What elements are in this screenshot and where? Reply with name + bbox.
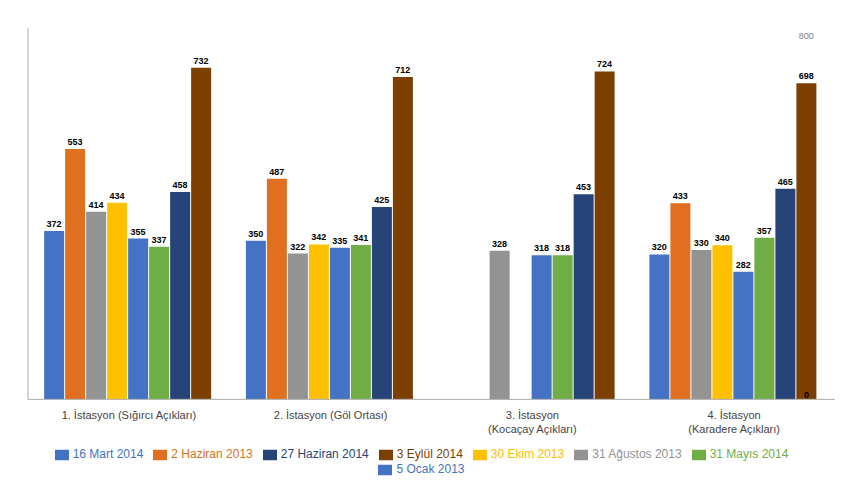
svg-text:433: 433 (673, 191, 688, 201)
svg-text:320: 320 (652, 242, 667, 252)
svg-text:453: 453 (576, 182, 591, 192)
html-text:30 Ekim 2013: 30 Ekim 2013 (490, 447, 565, 462)
html-text:31 Mayıs 2014: 31 Mayıs 2014 (709, 447, 789, 462)
svg-text:318: 318 (555, 243, 570, 253)
svg-text:414: 414 (89, 200, 104, 210)
svg-text:328: 328 (492, 239, 507, 249)
html-text:16 Mart 2014: 16 Mart 2014 (72, 447, 144, 462)
svg-text:724: 724 (597, 59, 612, 69)
html-text:3 Eylül 2014: 3 Eylül 2014 (396, 447, 463, 462)
svg-text:342: 342 (311, 232, 326, 242)
svg-text:372: 372 (47, 219, 62, 229)
svg-text:465: 465 (778, 177, 793, 187)
svg-text:357: 357 (757, 226, 772, 236)
svg-text:800: 800 (799, 31, 814, 41)
svg-text:337: 337 (152, 235, 167, 245)
svg-text:350: 350 (248, 229, 263, 239)
svg-text:340: 340 (715, 233, 730, 243)
svg-text:335: 335 (332, 236, 347, 246)
svg-text:4. İstasyon(Karadere Açıkları): 4. İstasyon(Karadere Açıkları) (688, 409, 780, 434)
html-text:5 Ocak 2013: 5 Ocak 2013 (396, 462, 465, 477)
svg-text:282: 282 (736, 260, 751, 270)
svg-text:318: 318 (534, 243, 549, 253)
html-text:2 Haziran 2013: 2 Haziran 2013 (171, 447, 253, 462)
svg-text:712: 712 (395, 65, 410, 75)
svg-text:698: 698 (799, 71, 814, 81)
svg-text:732: 732 (194, 56, 209, 66)
svg-text:487: 487 (269, 167, 284, 177)
svg-text:425: 425 (374, 195, 389, 205)
svg-text:458: 458 (173, 180, 188, 190)
svg-text:2. İstasyon (Göl Ortası): 2. İstasyon (Göl Ortası) (274, 409, 388, 421)
svg-text:322: 322 (290, 242, 305, 252)
svg-text:3. İstasyon(Kocaçay Açıkları): 3. İstasyon(Kocaçay Açıkları) (488, 409, 577, 434)
svg-text:0: 0 (804, 390, 809, 400)
svg-text:355: 355 (131, 227, 146, 237)
svg-text:330: 330 (694, 238, 709, 248)
svg-text:341: 341 (353, 233, 368, 243)
svg-text:434: 434 (110, 191, 125, 201)
html-text:27 Haziran 2014: 27 Haziran 2014 (280, 447, 369, 462)
svg-text:1. İstasyon (Sığırcı Açıkları): 1. İstasyon (Sığırcı Açıkları) (62, 409, 197, 421)
svg-text:553: 553 (68, 137, 83, 147)
html-text:31 Ağustos 2013: 31 Ağustos 2013 (592, 447, 682, 462)
